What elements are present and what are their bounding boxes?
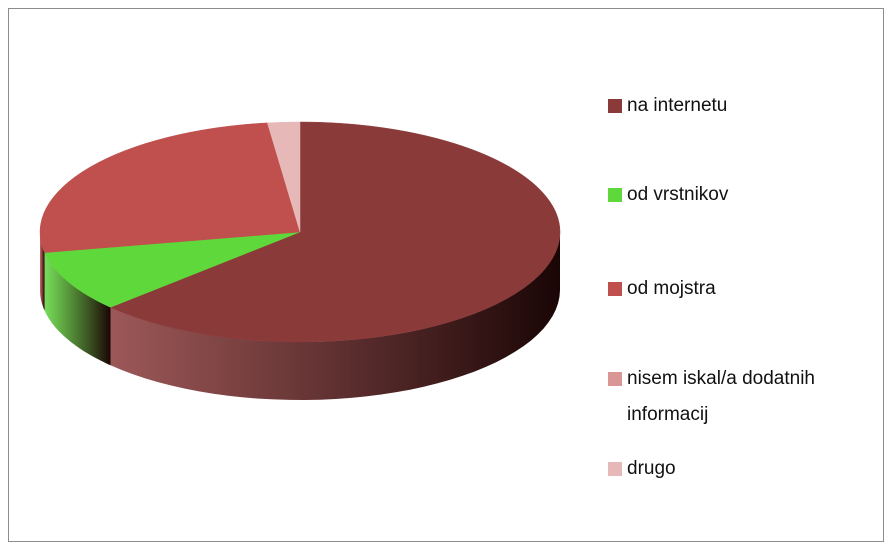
legend-swatch bbox=[608, 372, 622, 386]
legend-swatch bbox=[608, 462, 622, 476]
legend-label: drugo bbox=[627, 458, 676, 479]
legend-label: nisem iskal/a dodatnih informacij bbox=[627, 368, 815, 425]
pie-side bbox=[40, 232, 45, 311]
chart-frame bbox=[8, 8, 884, 542]
legend-swatch bbox=[608, 99, 622, 113]
pie-slice bbox=[39, 122, 301, 253]
legend-swatch bbox=[608, 282, 622, 296]
pie-side bbox=[44, 252, 111, 366]
legend-label: na internetu bbox=[627, 95, 728, 116]
legend-item: na internetu bbox=[608, 88, 727, 124]
pie-side bbox=[110, 232, 560, 400]
legend-item: od vrstnikov bbox=[608, 177, 728, 213]
legend-item: od mojstra bbox=[608, 271, 716, 307]
legend-label: od mojstra bbox=[627, 278, 716, 299]
legend-swatch bbox=[608, 188, 622, 202]
pie-slice bbox=[109, 121, 561, 343]
legend-item: drugo bbox=[608, 451, 676, 487]
legend-label: od vrstnikov bbox=[627, 184, 729, 205]
pie-slice bbox=[44, 231, 301, 308]
legend-item: nisem iskal/a dodatnih informacij bbox=[608, 361, 878, 433]
pie-slice bbox=[267, 121, 301, 233]
